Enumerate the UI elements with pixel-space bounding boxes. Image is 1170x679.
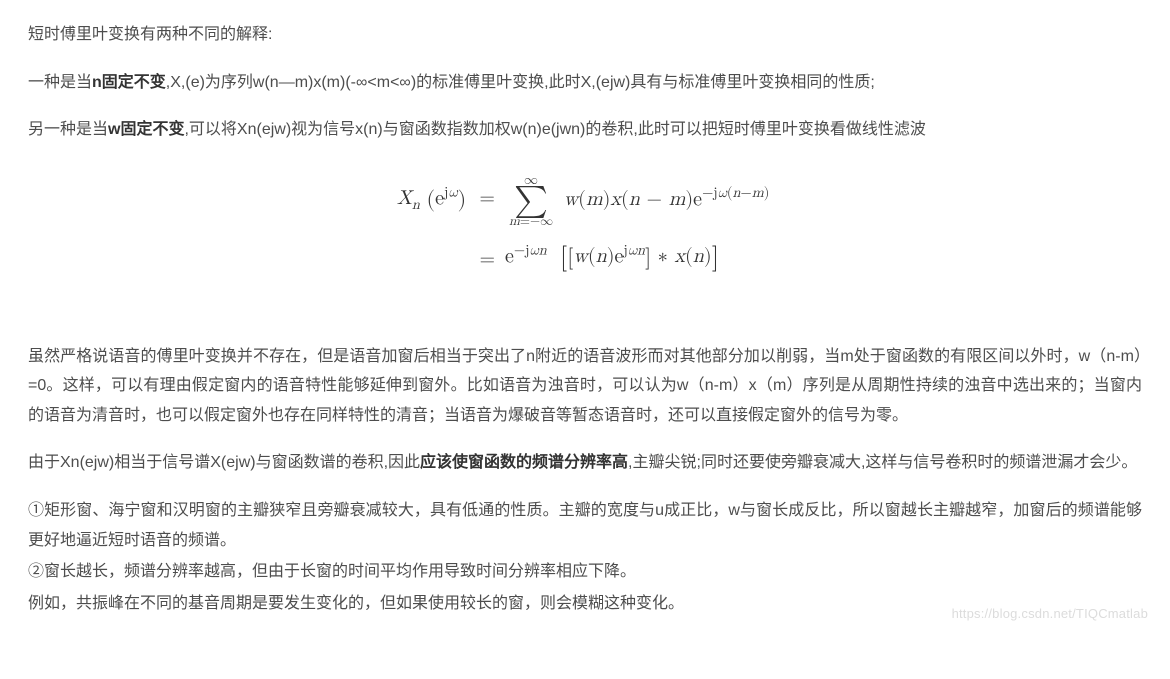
paragraph-resolution: 由于Xn(ejw)相当于信号谱X(ejw)与窗函数谱的卷积,因此应该使窗函数的频…	[28, 448, 1142, 478]
text: ,主瓣尖锐;同时还要使旁瓣衰减大,这样与信号卷积时的频谱泄漏才会少。	[628, 454, 1137, 471]
text: 另一种是当	[28, 121, 108, 138]
paragraph-interp1: 一种是当n固定不变,X,(e)为序列w(n—m)x(m)(-∞<m<∞)的标准傅…	[28, 68, 1142, 98]
bold-resolution: 应该使窗函数的频谱分辨率高	[420, 454, 628, 471]
paragraph-intro: 短时傅里叶变换有两种不同的解释:	[28, 20, 1142, 50]
text: ,可以将Xn(ejw)视为信号x(n)与窗函数指数加权w(n)e(jwn)的卷积…	[184, 121, 925, 138]
equation-stft: Xn (ejω) = ∞ ∑ m=−∞ w(m)x(n − m)e−jω(n−m…	[28, 173, 1142, 276]
bold-w-fixed: w固定不变	[108, 121, 184, 138]
text: ,X,(e)为序列w(n—m)x(m)(-∞<m<∞)的标准傅里叶变换,此时X,…	[166, 74, 875, 91]
text: 一种是当	[28, 74, 92, 91]
paragraph-example: 例如，共振峰在不同的基音周期是要发生变化的，但如果使用较长的窗，则会模糊这种变化…	[28, 589, 1142, 619]
paragraph-item2: ②窗长越长，频谱分辨率越高，但由于长窗的时间平均作用导致时间分辨率相应下降。	[28, 557, 1142, 587]
bold-n-fixed: n固定不变	[92, 74, 166, 91]
paragraph-window-assumption: 虽然严格说语音的傅里叶变换并不存在，但是语音加窗后相当于突出了n附近的语音波形而…	[28, 342, 1142, 431]
paragraph-item1: ①矩形窗、海宁窗和汉明窗的主瓣狭窄且旁瓣衰减较大，具有低通的性质。主瓣的宽度与u…	[28, 496, 1142, 555]
paragraph-interp2: 另一种是当w固定不变,可以将Xn(ejw)视为信号x(n)与窗函数指数加权w(n…	[28, 115, 1142, 145]
text: 由于Xn(ejw)相当于信号谱X(ejw)与窗函数谱的卷积,因此	[28, 454, 420, 471]
